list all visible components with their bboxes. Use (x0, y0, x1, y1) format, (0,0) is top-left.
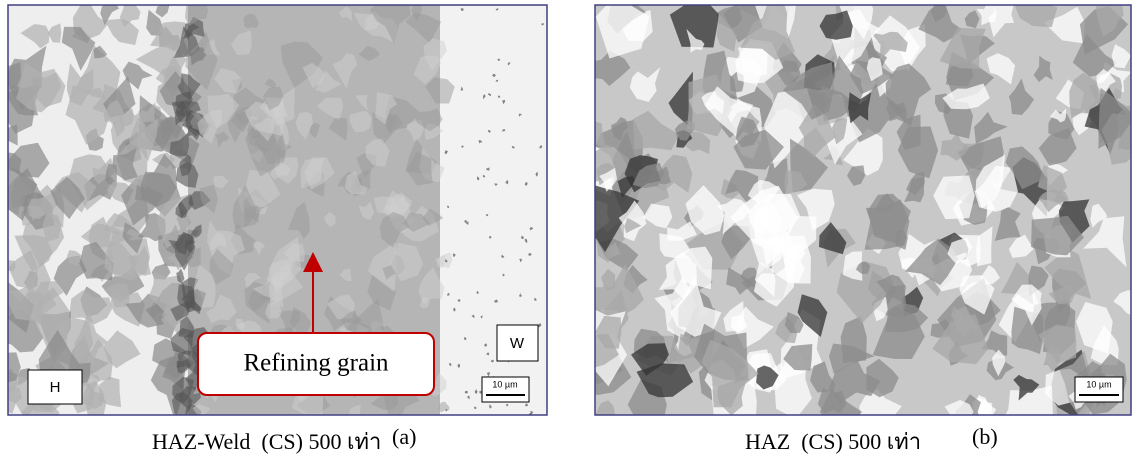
caption: HAZ-Weld (CS) 500 เท่า (152, 424, 381, 459)
micrograph-b (581, 0, 1136, 420)
page: H W Refining grain 10 µm 10 µm HAZ-Weld … (0, 0, 1136, 461)
annotation: Refining grain (243, 350, 389, 377)
label: H (50, 379, 61, 396)
caption-tag: (b) (972, 424, 998, 450)
grain (453, 308, 455, 311)
scale-bar-label: 10 µm (492, 379, 517, 389)
caption-tag: (a) (392, 424, 416, 450)
figure: H W Refining grain 10 µm 10 µm (0, 0, 1136, 420)
label: W (510, 335, 525, 352)
caption: HAZ (CS) 500 เท่า (745, 424, 921, 459)
scale-bar-label: 10 µm (1086, 379, 1111, 389)
